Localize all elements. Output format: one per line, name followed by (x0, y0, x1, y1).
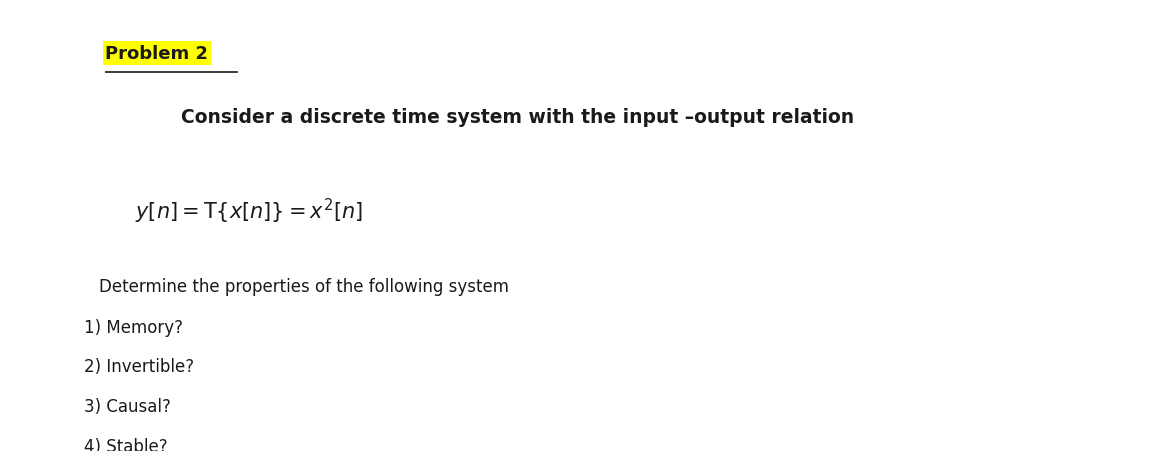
Text: 3) Causal?: 3) Causal? (84, 397, 171, 415)
Text: Consider a discrete time system with the input –output relation: Consider a discrete time system with the… (181, 108, 854, 127)
Text: 2) Invertible?: 2) Invertible? (84, 358, 194, 376)
Text: 1) Memory?: 1) Memory? (84, 318, 184, 336)
Text: Determine the properties of the following system: Determine the properties of the followin… (99, 277, 509, 295)
Text: $y[n] = \mathrm{T}\{x[n]\} = x^2[n]$: $y[n] = \mathrm{T}\{x[n]\} = x^2[n]$ (135, 196, 363, 226)
Text: Problem 2: Problem 2 (105, 45, 208, 63)
Text: 4) Stable?: 4) Stable? (84, 437, 167, 451)
